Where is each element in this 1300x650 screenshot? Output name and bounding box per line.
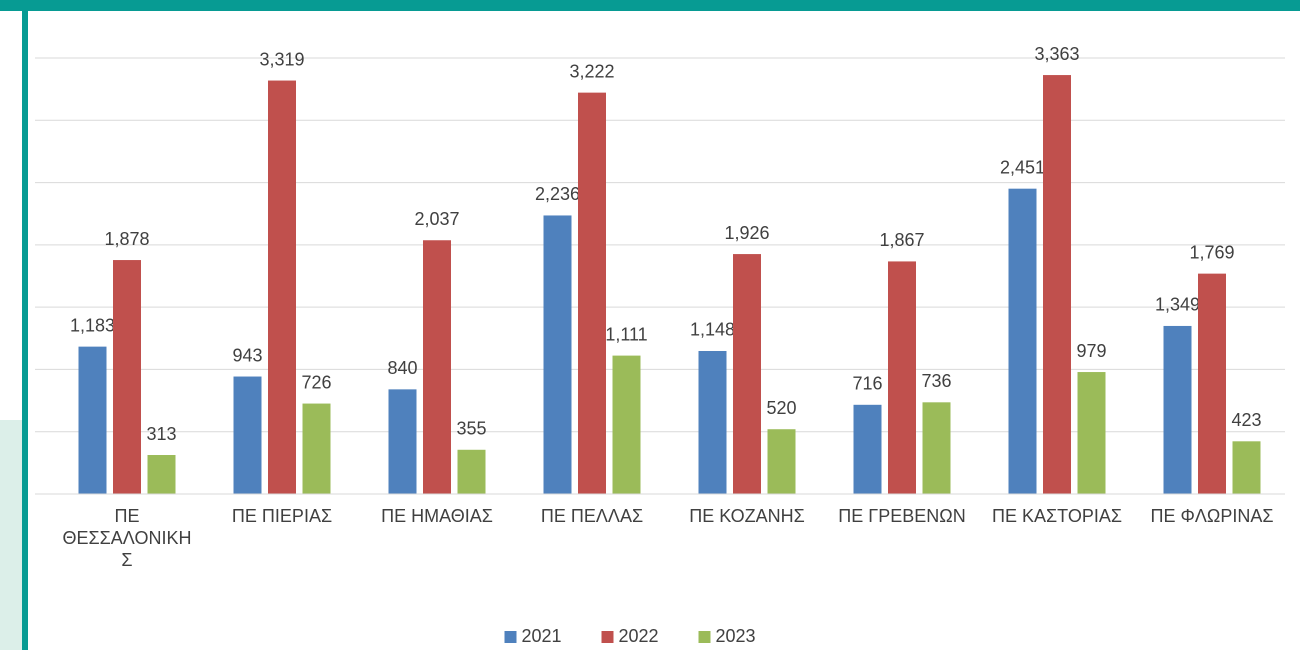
legend-label: 2022 — [619, 626, 659, 646]
bar — [302, 403, 331, 494]
data-label: 355 — [456, 419, 486, 439]
bar — [922, 402, 951, 494]
data-label: 1,183 — [70, 315, 115, 335]
data-label: 3,222 — [569, 61, 614, 81]
bar — [543, 215, 572, 494]
bar — [612, 355, 641, 494]
side-panel — [0, 420, 22, 650]
legend-swatch — [698, 631, 711, 643]
bar — [698, 350, 727, 494]
data-label: 3,319 — [259, 49, 304, 69]
x-tick-label: ΠΕ ΗΜΑΘΙΑΣ — [381, 506, 493, 526]
bar — [233, 376, 262, 494]
x-tick-label: ΠΕ ΓΡΕΒΕΝΩΝ — [838, 506, 966, 526]
data-label: 3,363 — [1034, 44, 1079, 64]
bar — [388, 389, 417, 494]
data-label: 736 — [921, 371, 951, 391]
data-label: 716 — [852, 374, 882, 394]
bar — [78, 346, 107, 494]
bar — [578, 92, 606, 494]
bar — [733, 254, 761, 494]
data-label: 840 — [387, 358, 417, 378]
data-label: 313 — [146, 424, 176, 444]
bar — [147, 455, 176, 494]
bar — [1163, 325, 1192, 494]
legend-swatch — [504, 631, 517, 643]
bar — [1198, 273, 1226, 494]
bar — [113, 260, 141, 494]
bar — [1077, 372, 1106, 494]
data-label: 1,769 — [1189, 242, 1234, 262]
data-label: 520 — [766, 398, 796, 418]
data-label: 726 — [301, 372, 331, 392]
x-tick-label: ΠΕ ΠΙΕΡΙΑΣ — [231, 506, 333, 526]
data-label: 1,867 — [879, 230, 924, 250]
data-label: 1,111 — [605, 324, 647, 344]
data-label: 1,349 — [1155, 295, 1200, 315]
top-bar — [0, 0, 1300, 11]
data-label: 2,037 — [414, 209, 459, 229]
x-tick-label: ΠΕ ΘΕΣΣΑΛΟΝΙΚΗΣ — [62, 506, 192, 570]
bar — [1232, 441, 1261, 494]
data-label: 1,926 — [724, 223, 769, 243]
bar — [853, 404, 882, 494]
x-tick-label: ΠΕ ΦΛΩΡΙΝΑΣ — [1150, 506, 1274, 526]
legend-label: 2021 — [522, 626, 562, 646]
x-tick-label: ΠΕ ΠΕΛΛΑΣ — [540, 506, 644, 526]
data-label: 2,451 — [1000, 157, 1045, 177]
data-label: 423 — [1231, 410, 1261, 430]
bar — [268, 80, 296, 495]
bar — [1008, 188, 1037, 495]
data-label: 1,878 — [104, 229, 149, 249]
data-label: 943 — [232, 345, 262, 365]
bar — [1043, 75, 1071, 494]
x-tick-label: ΠΕ ΚΑΣΤΟΡΙΑΣ — [992, 506, 1122, 526]
data-label: 979 — [1076, 341, 1106, 361]
bar — [423, 240, 451, 494]
data-label: 1,148 — [690, 320, 735, 340]
legend-swatch — [601, 631, 614, 643]
legend-label: 2023 — [716, 626, 756, 646]
bar — [767, 429, 796, 494]
bar — [888, 261, 916, 494]
data-label: 2,236 — [535, 184, 580, 204]
left-border — [22, 11, 28, 650]
bar — [457, 449, 486, 494]
x-tick-label: ΠΕ ΚΟΖΑΝΗΣ — [689, 506, 805, 526]
